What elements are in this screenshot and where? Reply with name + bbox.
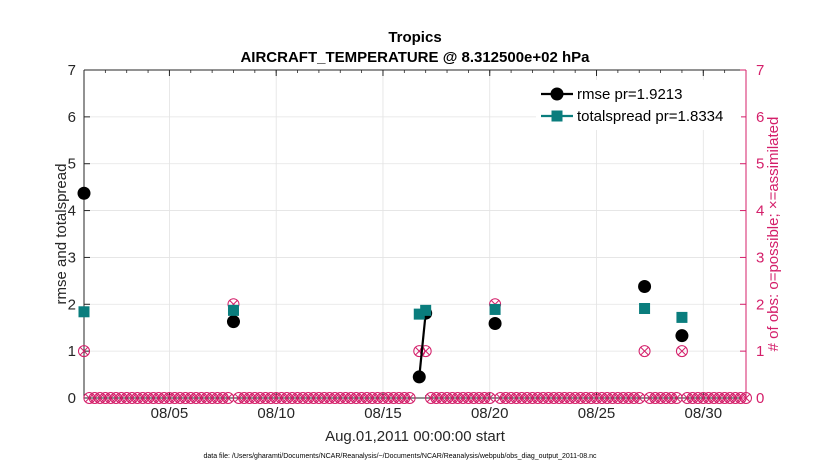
obs-marker bbox=[675, 345, 688, 358]
data-point bbox=[226, 315, 240, 329]
x-tick-label: 08/05 bbox=[151, 405, 189, 422]
obs-possible-marker bbox=[78, 345, 90, 358]
data-file-footnote: data file: /Users/gharamti/Documents/NCA… bbox=[203, 453, 597, 460]
data-point bbox=[676, 311, 688, 323]
obs-assimilated-marker bbox=[741, 393, 751, 403]
data-point bbox=[639, 303, 651, 315]
obs-possible-marker bbox=[638, 345, 651, 358]
obs-assimilated-marker bbox=[672, 393, 681, 403]
y2-axis-label: # of obs: o=possible; ×=assimilated bbox=[765, 117, 782, 352]
obs-assimilated-marker bbox=[640, 346, 649, 356]
data-point bbox=[420, 304, 432, 316]
obs-possible-marker bbox=[403, 392, 416, 404]
x-axis-label: Aug.01,2011 00:00:00 start bbox=[325, 428, 506, 445]
chart-title: Tropics bbox=[388, 29, 441, 46]
y-tick-label: 3 bbox=[68, 249, 76, 266]
obs-assimilated-marker bbox=[485, 393, 495, 403]
obs-possible-marker bbox=[740, 392, 752, 404]
y-tick-label: 1 bbox=[68, 343, 76, 360]
y-tick-label: 0 bbox=[68, 390, 76, 407]
chart-subtitle: AIRCRAFT_TEMPERATURE @ 8.312500e+02 hPa bbox=[240, 49, 590, 66]
y-tick-label: 5 bbox=[68, 156, 76, 173]
obs-marker bbox=[740, 392, 752, 404]
series-line bbox=[418, 313, 427, 378]
y-tick-label: 4 bbox=[68, 203, 76, 220]
obs-assimilated-marker bbox=[677, 346, 687, 356]
obs-possible-marker bbox=[413, 345, 426, 358]
y2-tick-label: 6 bbox=[756, 109, 764, 126]
obs-assimilated-marker bbox=[634, 393, 644, 403]
x-tick-label: 08/10 bbox=[257, 405, 295, 422]
legend-marker bbox=[550, 87, 564, 101]
legend-item: totalspread pr=1.8334 bbox=[541, 108, 723, 125]
x-tick-label: 08/30 bbox=[685, 405, 723, 422]
series-layer bbox=[77, 186, 689, 384]
legend: rmse pr=1.9213 totalspread pr=1.8334 bbox=[536, 80, 741, 130]
y2-tick-label: 7 bbox=[756, 62, 764, 79]
data-point bbox=[77, 186, 91, 200]
series-totalspread bbox=[78, 303, 688, 323]
y2-tick-label: 1 bbox=[756, 343, 764, 360]
legend-box bbox=[536, 80, 741, 130]
y-tick-label: 6 bbox=[68, 109, 76, 126]
y2-tick-label: 3 bbox=[756, 249, 764, 266]
y2-tick-label: 5 bbox=[756, 156, 764, 173]
obs-assimilated-marker bbox=[405, 393, 415, 403]
x-tick-label: 08/20 bbox=[471, 405, 509, 422]
obs-possible-marker bbox=[675, 345, 688, 358]
obs-assimilated-marker bbox=[79, 346, 89, 356]
y-tick-label: 7 bbox=[68, 62, 76, 79]
y-axis-label: rmse and totalspread bbox=[53, 164, 70, 305]
legend-marker bbox=[551, 110, 563, 122]
x-tick-label: 08/15 bbox=[364, 405, 402, 422]
y2-tick-label: 2 bbox=[756, 296, 764, 313]
data-point bbox=[412, 370, 426, 384]
legend-label: totalspread pr=1.8334 bbox=[577, 108, 723, 125]
legend-label: rmse pr=1.9213 bbox=[577, 86, 682, 103]
obs-marker bbox=[78, 345, 90, 358]
y2-tick-label: 4 bbox=[756, 203, 764, 220]
legend-item: rmse pr=1.9213 bbox=[541, 86, 682, 103]
data-point bbox=[675, 329, 689, 343]
data-point bbox=[227, 304, 239, 316]
obs-possible-marker bbox=[419, 345, 432, 358]
data-point bbox=[413, 308, 425, 320]
data-point bbox=[78, 306, 90, 318]
data-point bbox=[489, 303, 501, 315]
y2-tick-label: 0 bbox=[756, 390, 764, 407]
data-point bbox=[488, 316, 502, 330]
obs-assimilated-marker bbox=[421, 346, 431, 356]
y-tick-label: 2 bbox=[68, 296, 76, 313]
obs-count-layer bbox=[78, 298, 752, 404]
obs-marker bbox=[638, 345, 651, 358]
x-tick-label: 08/25 bbox=[578, 405, 616, 422]
obs-marker bbox=[670, 392, 683, 404]
obs-assimilated-marker bbox=[223, 393, 233, 403]
obs-marker bbox=[403, 392, 416, 404]
data-point bbox=[638, 279, 652, 293]
